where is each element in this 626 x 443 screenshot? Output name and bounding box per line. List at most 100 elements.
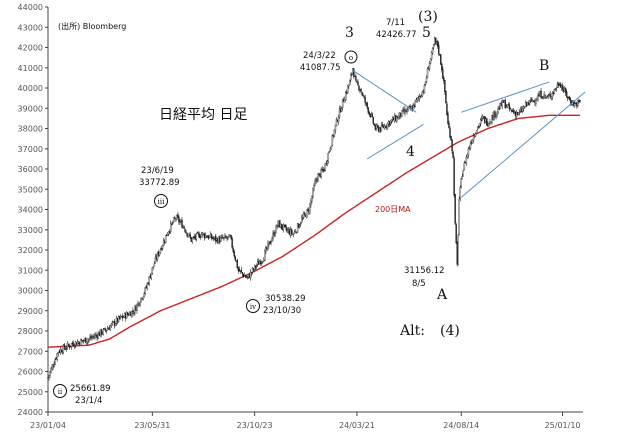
candle-body — [50, 368, 52, 373]
x-tick-label: 23/01/04 — [30, 421, 66, 430]
y-tick-label: 43000 — [18, 23, 43, 32]
candle-body — [237, 267, 239, 271]
candle-body — [486, 118, 488, 126]
candle-body — [158, 251, 161, 256]
x-tick-label: 23/10/23 — [237, 421, 273, 430]
candle-body — [423, 84, 426, 94]
candle-body — [56, 353, 58, 360]
candle-body — [151, 267, 154, 274]
candle-body — [333, 129, 336, 137]
candle-body — [363, 96, 365, 98]
candle-body — [445, 91, 447, 104]
ma200-line — [47, 114, 580, 348]
y-tick-label: 32000 — [18, 246, 43, 255]
candle-body — [220, 237, 222, 242]
candle-body — [195, 233, 198, 240]
candle-body — [57, 352, 59, 355]
candle-body — [431, 47, 434, 54]
candle-body — [471, 139, 474, 144]
candle-body — [344, 92, 347, 101]
candle-body — [350, 74, 352, 81]
candle-body — [166, 233, 169, 236]
candle-body — [311, 196, 313, 202]
candle-body — [65, 348, 68, 350]
candle-body — [231, 238, 233, 248]
candle-body — [312, 188, 314, 197]
candle-body — [113, 320, 116, 326]
candle-body — [426, 68, 429, 79]
candle-body — [498, 108, 500, 110]
candle-body — [381, 124, 384, 127]
candle-body — [391, 119, 393, 122]
candle-body — [152, 266, 155, 268]
candle-body — [87, 339, 89, 343]
candle-body — [565, 91, 568, 98]
x-tick-label: 24/03/21 — [339, 421, 375, 430]
candle-body — [83, 340, 85, 342]
candle-body — [452, 151, 454, 159]
x-tick-label: 23/05/31 — [134, 421, 170, 430]
candle-body — [314, 181, 316, 186]
candle-body — [368, 112, 370, 114]
candle-body — [213, 238, 215, 240]
candle-body — [148, 276, 150, 284]
candle-body — [146, 283, 148, 289]
candle-body — [306, 209, 308, 218]
candle-body — [376, 125, 379, 127]
wave-circle-o — [344, 50, 358, 64]
candle-body — [232, 248, 234, 252]
candle-body — [499, 103, 501, 109]
candle-body — [347, 85, 349, 94]
alt-label: Alt: — [399, 323, 425, 339]
y-tick-label: 35000 — [18, 185, 43, 194]
candle-body — [535, 100, 537, 104]
candle-body — [449, 128, 451, 138]
candle-body — [126, 312, 128, 319]
candle-body — [529, 99, 531, 104]
candle-body — [290, 229, 293, 234]
candle-body — [428, 63, 431, 69]
candle-body — [353, 69, 355, 77]
candle-body — [234, 256, 236, 261]
candle-body — [521, 108, 524, 112]
candle-body — [91, 337, 93, 339]
candle-body — [358, 85, 360, 91]
candle-body — [48, 375, 50, 378]
candle-body — [545, 97, 547, 99]
candle-body — [270, 242, 272, 244]
candle-body — [85, 337, 87, 344]
candle-body — [462, 170, 465, 177]
candle-body — [240, 269, 243, 272]
candle-body — [424, 82, 427, 85]
candle-body — [171, 222, 173, 225]
candle-body — [60, 349, 62, 353]
candle-body — [73, 346, 76, 348]
annotation-date-6: 8/5 — [412, 279, 426, 289]
candle-body — [147, 283, 149, 285]
candle-body — [559, 83, 562, 88]
candle-body — [200, 233, 203, 238]
wave-label-4: 4 — [406, 144, 415, 160]
candle-body — [474, 133, 477, 137]
candle-body — [335, 118, 338, 126]
candle-body — [189, 234, 191, 238]
y-tick-label: 31000 — [18, 266, 43, 275]
candle-body — [80, 339, 82, 346]
candle-body — [517, 112, 520, 115]
candle-body — [199, 236, 202, 239]
candle-body — [398, 114, 400, 120]
candle-body — [94, 334, 96, 338]
candle-body — [444, 80, 446, 93]
candle-body — [570, 100, 572, 104]
candle-body — [191, 238, 193, 242]
candle-body — [150, 272, 153, 279]
candle-body — [446, 103, 448, 116]
candle-body — [284, 224, 287, 228]
y-tick-label: 34000 — [18, 206, 43, 215]
candle-body — [211, 237, 214, 239]
candle-body — [299, 223, 302, 225]
candle-body — [205, 235, 208, 238]
candle-body — [427, 68, 430, 70]
